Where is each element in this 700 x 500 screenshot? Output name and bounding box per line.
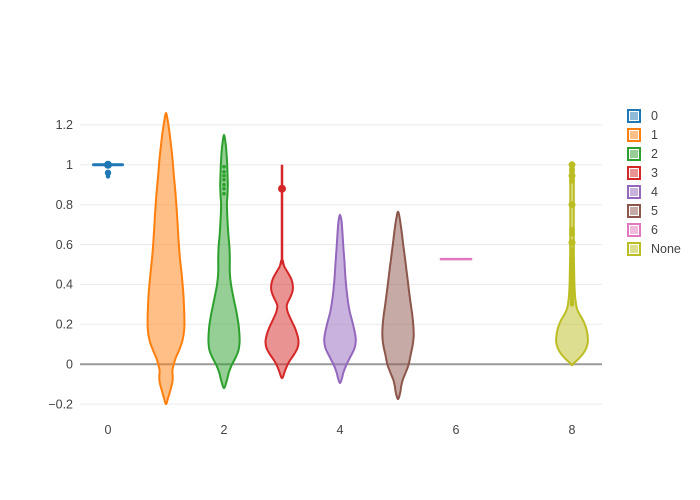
legend-item-label: 0: [651, 108, 658, 123]
legend-swatch-icon: [627, 127, 641, 142]
legend-item-5[interactable]: 5: [627, 201, 681, 220]
sample-point-None[interactable]: [569, 255, 575, 262]
sample-point-None[interactable]: [569, 177, 575, 184]
legend-item-label: None: [651, 242, 681, 257]
legend-item-label: 3: [651, 165, 658, 180]
legend-swatch-fill: [630, 111, 638, 120]
trace-3[interactable]: [264, 164, 300, 380]
trace-5[interactable]: [381, 210, 415, 401]
sample-point-None[interactable]: [569, 302, 575, 307]
y-tick-label: 0: [66, 357, 73, 371]
legend-item-2[interactable]: 2: [627, 144, 681, 163]
sample-point-0[interactable]: [104, 169, 112, 176]
sample-point-None[interactable]: [568, 172, 576, 180]
y-tick-label: 0.4: [56, 278, 73, 292]
x-tick-label: 0: [105, 423, 112, 437]
sample-point-2[interactable]: [222, 186, 226, 191]
sample-point-None[interactable]: [569, 230, 575, 237]
legend-swatch-fill: [630, 149, 638, 158]
sample-point-2[interactable]: [222, 182, 226, 187]
legend-item-label: 4: [651, 184, 658, 199]
legend-item-3[interactable]: 3: [627, 163, 681, 182]
legend-item-4[interactable]: 4: [627, 182, 681, 201]
y-tick-label: 0.6: [56, 238, 73, 252]
legend-swatch-icon: [627, 242, 641, 257]
legend-swatch-fill: [630, 187, 638, 196]
sample-point-2[interactable]: [222, 178, 226, 182]
y-tick-label: 0.2: [56, 318, 73, 332]
legend-item-6[interactable]: 6: [627, 221, 681, 240]
sample-point-0[interactable]: [105, 174, 111, 179]
sample-point-None[interactable]: [569, 166, 575, 173]
sample-point-None[interactable]: [569, 251, 575, 256]
legend-swatch-icon: [627, 184, 641, 199]
legend-swatch-fill: [630, 168, 638, 177]
sample-point-None[interactable]: [569, 260, 575, 265]
legend-item-0[interactable]: 0: [627, 106, 681, 125]
sample-point-None[interactable]: [568, 239, 576, 247]
violin-body-1[interactable]: [146, 112, 186, 406]
legend-swatch-icon: [627, 108, 641, 123]
sample-point-0[interactable]: [104, 160, 112, 169]
legend-swatch-fill: [630, 226, 638, 235]
trace-0[interactable]: [92, 160, 124, 179]
violin-body-5[interactable]: [381, 210, 415, 401]
legend: 0 1 2 3 4 5 6 None: [627, 106, 681, 259]
trace-4[interactable]: [323, 213, 357, 385]
legend-swatch-icon: [627, 223, 641, 238]
legend-item-label: 1: [651, 127, 658, 142]
y-tick-label: 1.2: [56, 118, 73, 132]
sample-point-None[interactable]: [568, 201, 576, 209]
legend-item-label: 2: [651, 146, 658, 161]
x-tick-label: 4: [337, 423, 344, 437]
legend-item-label: 5: [651, 204, 658, 219]
trace-2[interactable]: [207, 133, 241, 390]
legend-swatch-icon: [627, 165, 641, 180]
legend-swatch-fill: [630, 207, 638, 216]
y-tick-label: 1: [66, 158, 73, 172]
x-tick-label: 2: [221, 423, 228, 437]
legend-swatch-icon: [627, 204, 641, 219]
sample-point-3[interactable]: [278, 184, 286, 193]
violin-body-2[interactable]: [207, 133, 241, 390]
sample-point-2[interactable]: [222, 165, 226, 169]
legend-swatch-icon: [627, 146, 641, 161]
legend-swatch-fill: [630, 130, 638, 139]
x-tick-label: 8: [569, 423, 576, 437]
sample-point-None[interactable]: [568, 161, 576, 169]
y-tick-label: 0.8: [56, 198, 73, 212]
sample-point-2[interactable]: [222, 170, 226, 174]
y-tick-label: −0.2: [48, 397, 73, 411]
legend-item-label: 6: [651, 223, 658, 238]
trace-1[interactable]: [146, 112, 186, 406]
violin-body-3[interactable]: [264, 258, 300, 380]
violin-body-4[interactable]: [323, 213, 357, 385]
legend-item-1[interactable]: 1: [627, 125, 681, 144]
x-tick-label: 6: [453, 423, 460, 437]
sample-point-2[interactable]: [222, 191, 226, 196]
sample-point-None[interactable]: [569, 247, 575, 252]
legend-swatch-fill: [630, 245, 638, 254]
trace-None[interactable]: [555, 161, 589, 367]
sample-point-2[interactable]: [222, 174, 226, 178]
legend-item-None[interactable]: None: [627, 240, 681, 259]
